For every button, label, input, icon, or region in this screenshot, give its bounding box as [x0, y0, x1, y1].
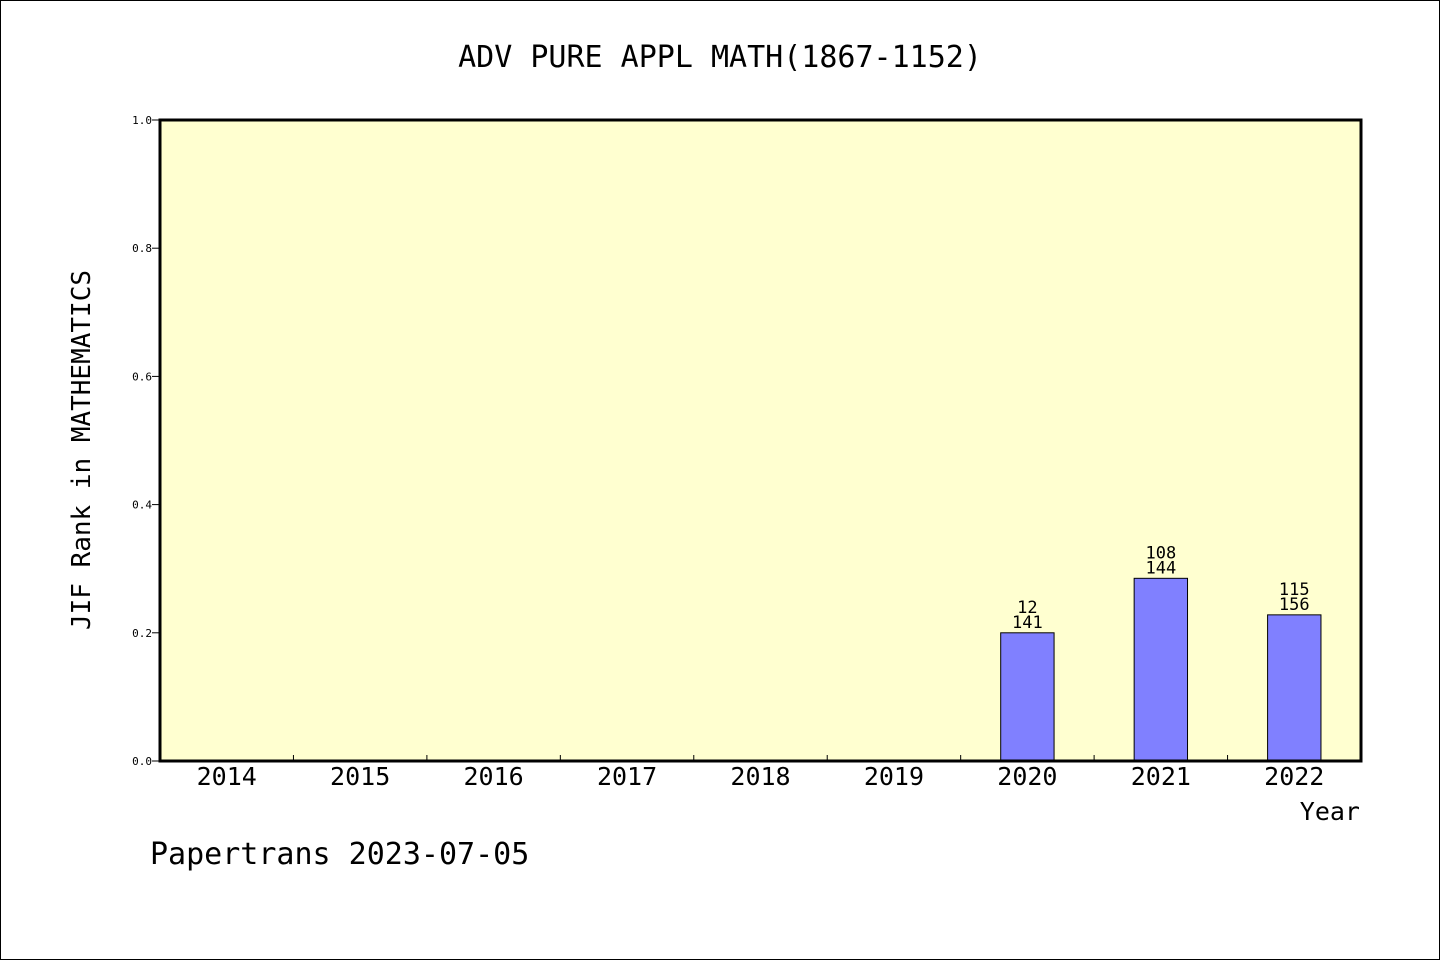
bar-rank-label: 108: [1145, 543, 1176, 563]
y-axis-ticks: 0.0 0.2 0.4 0.6 0.8 1.0: [132, 114, 160, 768]
bars: [1000, 577, 1322, 762]
chart-title: ADV PURE APPL MATH(1867-1152): [458, 40, 982, 75]
y-tick-label: 1.0: [132, 114, 152, 127]
bar-2020: [1000, 632, 1055, 762]
x-tick-label: 2015: [330, 762, 390, 791]
credit-text: Papertrans 2023-07-05: [150, 837, 529, 872]
x-tick-label: 2014: [197, 762, 257, 791]
bar-rank-label: 12: [1017, 598, 1037, 618]
x-axis-label: Year: [1300, 797, 1360, 826]
y-tick-label: 0.2: [132, 627, 152, 640]
plot-border: [158, 118, 1363, 763]
y-tick-label: 0.0: [132, 755, 152, 768]
bar-2021: [1133, 577, 1189, 762]
x-axis-ticks: 2014 2015 2016 2017 2018 2019 2020 2021 2022: [197, 755, 1324, 791]
y-tick-label: 0.6: [132, 370, 152, 383]
bar-total-label: 141: [1012, 613, 1043, 633]
bar-total-label: 144: [1145, 558, 1176, 578]
bar-total-label: 156: [1279, 595, 1310, 615]
x-tick-label: 2021: [1131, 762, 1191, 791]
x-tick-label: 2022: [1264, 762, 1324, 791]
x-tick-label: 2019: [864, 762, 924, 791]
y-axis-label: JIF Rank in MATHEMATICS: [67, 270, 97, 630]
bar-rank-label: 115: [1279, 580, 1310, 600]
x-tick-label: 2018: [730, 762, 790, 791]
x-tick-label: 2020: [997, 762, 1057, 791]
bar-2022: [1267, 614, 1322, 762]
x-tick-label: 2016: [464, 762, 524, 791]
x-tick-label: 2017: [597, 762, 657, 791]
y-tick-label: 0.4: [132, 499, 152, 512]
y-tick-label: 0.8: [132, 242, 152, 255]
